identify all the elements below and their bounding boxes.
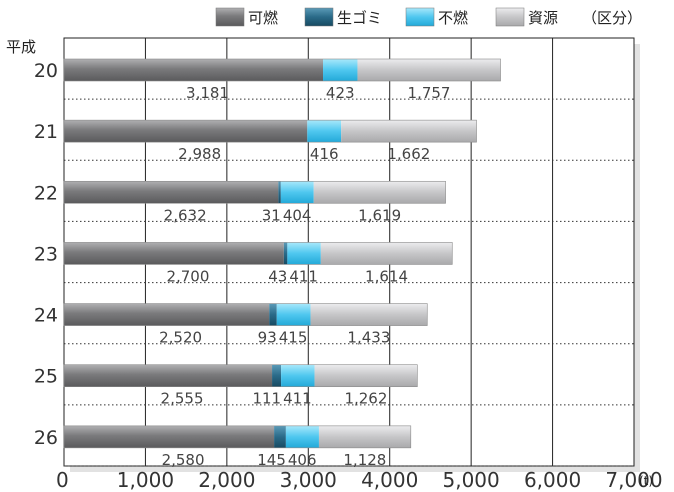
data-label: 415: [279, 329, 308, 347]
data-label: 31: [262, 206, 281, 224]
legend-note: （区分）: [582, 9, 642, 27]
data-label: 423: [326, 84, 355, 102]
bar-outline: [63, 425, 412, 449]
data-label: 1,757: [408, 84, 451, 102]
bar-segment: [278, 181, 281, 204]
x-tick-label: 5,000: [443, 468, 500, 492]
category-label: 22: [34, 182, 58, 204]
x-tick-label: 1,000: [117, 468, 174, 492]
category-label: 24: [34, 305, 58, 327]
data-label: 43: [268, 267, 287, 285]
data-label: 2,988: [178, 145, 221, 163]
legend-swatch: [304, 7, 334, 27]
data-label: 145: [257, 451, 286, 469]
row-dividers: [64, 98, 634, 467]
bar-segment: [272, 364, 282, 387]
bar-segment: [276, 303, 311, 326]
legend-label: 不燃: [438, 9, 468, 27]
bar-outline: [63, 58, 501, 82]
category-label: 25: [34, 366, 58, 388]
bar-segment: [64, 242, 284, 265]
bar-outline: [63, 364, 418, 388]
bar-segment: [281, 364, 315, 387]
data-label: 2,580: [162, 451, 205, 469]
data-label: 1,262: [344, 390, 387, 408]
bar-segment: [64, 181, 279, 204]
data-label: 111: [252, 390, 281, 408]
legend-swatch: [495, 7, 525, 27]
x-tick-label: 6,000: [524, 468, 581, 492]
data-label: 1,433: [347, 329, 390, 347]
bar-segment: [341, 120, 477, 143]
bar-segment: [287, 242, 321, 265]
data-label: 404: [283, 206, 312, 224]
data-label: 1,614: [365, 267, 408, 285]
category-label: 20: [34, 60, 58, 82]
x-tick-label: 0: [56, 468, 69, 492]
data-label: 1,662: [387, 145, 430, 163]
data-label: 1,619: [358, 206, 401, 224]
bar-segment: [64, 59, 324, 81]
legend-label: 可燃: [248, 9, 278, 27]
bar-segment: [274, 425, 286, 448]
data-labels: 3,181 423 1,757 2,988 416 1,662 2,632 31 404 1,61…: [159, 84, 450, 469]
bar-segment: [313, 181, 446, 204]
x-tick-label: 7,000: [605, 468, 662, 492]
data-label: 411: [289, 267, 318, 285]
data-label: 2,700: [166, 267, 209, 285]
data-label: 2,632: [164, 206, 207, 224]
bar-outline: [63, 180, 446, 204]
bar-segment: [314, 364, 418, 387]
bar-segment: [64, 364, 273, 387]
x-tick-label: 4,000: [361, 468, 418, 492]
bar-outline: [63, 303, 428, 326]
bar-segment: [310, 303, 428, 326]
legend-swatch: [405, 7, 435, 27]
data-label: 2,520: [159, 329, 202, 347]
category-label: 26: [34, 427, 58, 449]
bar-segment: [307, 120, 342, 143]
bar-segment: [320, 242, 453, 265]
data-label: 93: [258, 329, 277, 347]
category-labels: 20 21 22 23 24 25 26: [34, 60, 58, 449]
bar-segment: [285, 425, 319, 448]
bar-outline: [63, 242, 453, 265]
data-label: 1,128: [343, 451, 386, 469]
data-label: 2,555: [161, 390, 204, 408]
bar-segment: [64, 120, 308, 143]
category-label: 23: [34, 243, 58, 265]
legend: 可燃 生ゴミ 不燃 資源 （区分）: [215, 7, 642, 27]
bar-segment: [280, 181, 314, 204]
x-tick-label: 3,000: [280, 468, 337, 492]
category-label: 21: [34, 121, 58, 143]
bar-segment: [269, 303, 277, 326]
x-tick-labels: 0 1,000 2,000 3,000 4,000 5,000 6,000 7,000: [56, 468, 663, 492]
x-tick-label: 2,000: [198, 468, 255, 492]
data-label: 3,181: [186, 84, 229, 102]
bar-outline: [63, 119, 477, 143]
y-axis-title: 平成: [6, 38, 36, 56]
bar-segment: [318, 425, 411, 448]
bars: [63, 58, 501, 449]
data-label: 416: [310, 145, 339, 163]
legend-swatch: [215, 7, 245, 27]
data-label: 411: [283, 390, 312, 408]
bar-segment: [64, 303, 270, 326]
bar-segment: [357, 59, 501, 81]
bar-segment: [283, 242, 288, 265]
data-label: 406: [288, 451, 317, 469]
bar-segment: [323, 59, 358, 81]
bar-segment: [64, 425, 275, 448]
legend-label: 資源: [528, 9, 558, 27]
x-axis-unit: (t): [639, 474, 653, 488]
legend-label: 生ゴミ: [337, 9, 382, 27]
